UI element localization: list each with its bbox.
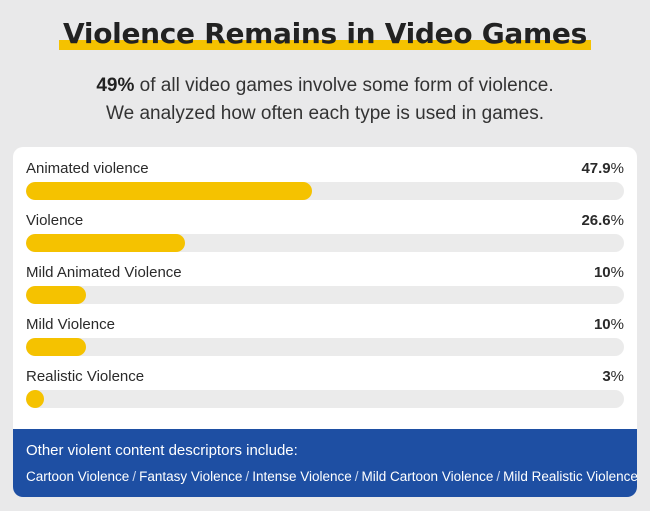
subtitle-highlight-stat: 49% xyxy=(96,75,135,96)
descriptor-item: Intense Violence xyxy=(252,469,352,484)
page-title: Violence Remains in Video Games xyxy=(59,14,591,54)
bar-fill xyxy=(26,234,186,252)
bar-row: Realistic Violence 3% xyxy=(26,365,624,417)
bar-label: Violence xyxy=(26,212,84,229)
bar-label: Realistic Violence xyxy=(26,368,145,385)
bar-label: Animated violence xyxy=(26,160,149,177)
bar-value-label: 26.6% xyxy=(581,212,624,229)
bar-rows: Animated violence 47.9% Violence 26.6% Mild … xyxy=(13,147,637,417)
list-separator: / xyxy=(245,469,250,484)
descriptor-item: Mild Cartoon Violence xyxy=(361,469,494,484)
bar-value-label: 3% xyxy=(602,368,624,385)
bar-value-label: 47.9% xyxy=(581,160,624,177)
bar-row: Animated violence 47.9% xyxy=(26,157,624,209)
bar-track xyxy=(26,338,624,356)
subtitle-line-1: 49% of all video games involve some form… xyxy=(0,72,650,100)
bar-track xyxy=(26,234,624,252)
list-separator: / xyxy=(496,469,501,484)
title-wrap: Violence Remains in Video Games xyxy=(0,0,650,54)
bar-fill xyxy=(26,338,86,356)
descriptor-item: Fantasy Violence xyxy=(139,469,243,484)
descriptor-list: Cartoon Violence / Fantasy Violence / Intens… xyxy=(26,469,637,484)
title-text: Violence Remains in Video Games xyxy=(63,17,587,50)
bar-fill xyxy=(26,182,313,200)
bar-row: Violence 26.6% xyxy=(26,209,624,261)
bar-label: Mild Animated Violence xyxy=(26,264,182,281)
subtitle: 49% of all video games involve some form… xyxy=(0,72,650,128)
bar-track xyxy=(26,182,624,200)
descriptor-item: Cartoon Violence xyxy=(26,469,130,484)
footer-heading: Other violent content descriptors includ… xyxy=(26,442,298,459)
bar-row: Mild Violence 10% xyxy=(26,313,624,365)
list-separator: / xyxy=(354,469,359,484)
bar-value-label: 10% xyxy=(593,264,624,281)
bar-label: Mild Violence xyxy=(26,316,115,333)
bar-fill xyxy=(26,286,86,304)
bar-row: Mild Animated Violence 10% xyxy=(26,261,624,313)
descriptor-item: Mild Realistic Violence xyxy=(503,469,637,484)
subtitle-line-2: We analyzed how often each type is used … xyxy=(106,103,544,124)
bar-value-label: 10% xyxy=(593,316,624,333)
subtitle-line-1-text: of all video games involve some form of … xyxy=(134,75,554,96)
descriptor-footer: Other violent content descriptors includ… xyxy=(13,429,637,497)
chart-card: Animated violence 47.9% Violence 26.6% Mild … xyxy=(13,147,637,497)
list-separator: / xyxy=(132,469,137,484)
bar-fill xyxy=(26,390,44,408)
bar-track xyxy=(26,286,624,304)
bar-track xyxy=(26,390,624,408)
